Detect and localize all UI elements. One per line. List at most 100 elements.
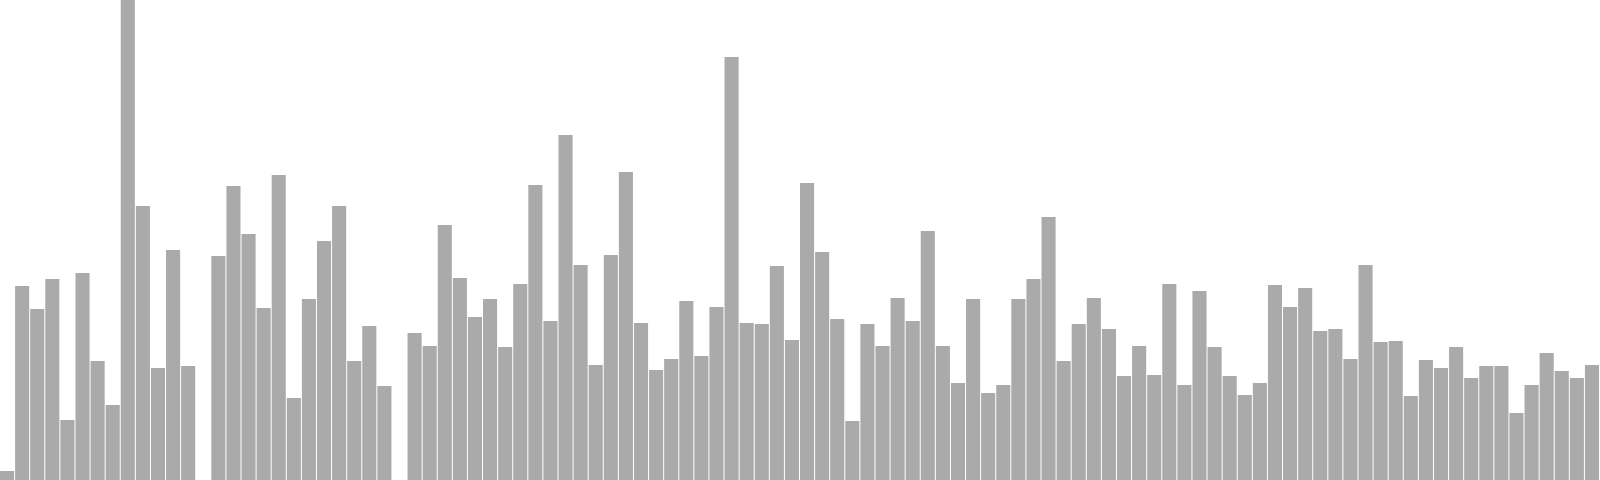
bar-86 xyxy=(1298,288,1313,480)
bar-5 xyxy=(75,273,90,480)
bar-44 xyxy=(664,359,679,480)
bar-15 xyxy=(226,186,241,480)
bar-37 xyxy=(558,135,573,480)
bar-48 xyxy=(724,57,739,480)
bar-58 xyxy=(875,346,890,480)
bar-62 xyxy=(935,346,950,480)
bar-35 xyxy=(528,185,543,480)
bar-27 xyxy=(407,333,422,480)
bar-51 xyxy=(769,266,784,480)
bar-30 xyxy=(452,278,467,480)
bar-38 xyxy=(573,265,588,480)
bar-104 xyxy=(1569,378,1584,480)
bar-21 xyxy=(316,241,332,480)
bar-98 xyxy=(1479,366,1494,480)
bar-65 xyxy=(981,393,996,480)
bar-78 xyxy=(1177,385,1192,480)
bar-25 xyxy=(377,386,392,480)
bar-9 xyxy=(135,206,150,480)
bar-72 xyxy=(1086,298,1101,480)
bar-95 xyxy=(1433,368,1449,480)
bar-99 xyxy=(1494,366,1509,480)
bar-103 xyxy=(1554,371,1569,480)
bar-90 xyxy=(1358,265,1373,480)
bar-83 xyxy=(1252,383,1267,480)
bar-29 xyxy=(437,225,452,480)
bar-71 xyxy=(1071,324,1086,480)
bar-100 xyxy=(1509,413,1524,480)
bar-18 xyxy=(271,175,286,480)
bar-96 xyxy=(1449,347,1464,480)
bar-45 xyxy=(679,301,694,480)
bar-20 xyxy=(301,299,316,480)
bar-57 xyxy=(860,324,875,480)
bar-97 xyxy=(1464,378,1479,480)
bar-93 xyxy=(1403,396,1418,480)
bar-50 xyxy=(754,324,769,480)
bar-31 xyxy=(467,317,483,480)
bar-52 xyxy=(784,340,799,480)
bar-10 xyxy=(150,368,166,480)
bar-12 xyxy=(181,366,196,480)
bar-89 xyxy=(1343,359,1358,480)
bar-28 xyxy=(422,346,437,480)
bar-74 xyxy=(1116,376,1132,480)
bar-11 xyxy=(166,250,181,480)
bar-70 xyxy=(1056,361,1071,480)
bar-75 xyxy=(1132,346,1147,480)
bar-0 xyxy=(0,471,15,480)
bar-85 xyxy=(1283,307,1298,480)
bar-77 xyxy=(1162,284,1177,480)
bar-68 xyxy=(1026,279,1041,480)
bar-46 xyxy=(694,356,709,480)
bar-22 xyxy=(332,206,347,480)
bar-17 xyxy=(256,308,271,480)
bar-7 xyxy=(105,405,120,480)
bar-16 xyxy=(241,234,256,480)
bar-63 xyxy=(950,383,966,480)
bar-1 xyxy=(15,286,30,480)
bar-101 xyxy=(1524,385,1539,480)
bar-60 xyxy=(905,321,920,480)
bar-33 xyxy=(498,347,513,480)
bar-82 xyxy=(1237,395,1252,480)
bar-6 xyxy=(90,361,105,480)
bar-34 xyxy=(513,284,528,480)
bar-91 xyxy=(1373,342,1388,480)
bar-92 xyxy=(1388,341,1403,480)
bar-76 xyxy=(1147,375,1162,480)
bar-40 xyxy=(603,255,618,480)
bar-36 xyxy=(543,321,558,480)
bar-2 xyxy=(30,309,45,480)
bar-81 xyxy=(1222,376,1237,480)
bar-42 xyxy=(633,323,649,480)
bar-4 xyxy=(60,420,75,480)
bar-49 xyxy=(739,323,754,480)
bar-43 xyxy=(649,370,664,480)
bar-66 xyxy=(996,385,1011,480)
bar-23 xyxy=(347,361,362,480)
bar-59 xyxy=(890,298,905,480)
bar-19 xyxy=(286,398,301,480)
bar-69 xyxy=(1041,217,1056,480)
bar-47 xyxy=(709,307,724,480)
bar-54 xyxy=(815,252,830,480)
bar-73 xyxy=(1101,329,1116,480)
bar-105 xyxy=(1584,365,1599,480)
bar-14 xyxy=(211,256,226,480)
bar-87 xyxy=(1313,331,1328,480)
bar-102 xyxy=(1539,353,1554,480)
bar-56 xyxy=(845,421,860,480)
bar-32 xyxy=(483,299,498,480)
bar-39 xyxy=(588,365,603,480)
bar-64 xyxy=(966,299,981,480)
bar-88 xyxy=(1328,329,1343,480)
bar-53 xyxy=(800,183,815,480)
bar-24 xyxy=(362,326,377,480)
bar-61 xyxy=(920,231,935,480)
bar-79 xyxy=(1192,291,1207,480)
bar-8 xyxy=(120,0,135,480)
bar-41 xyxy=(618,172,633,480)
